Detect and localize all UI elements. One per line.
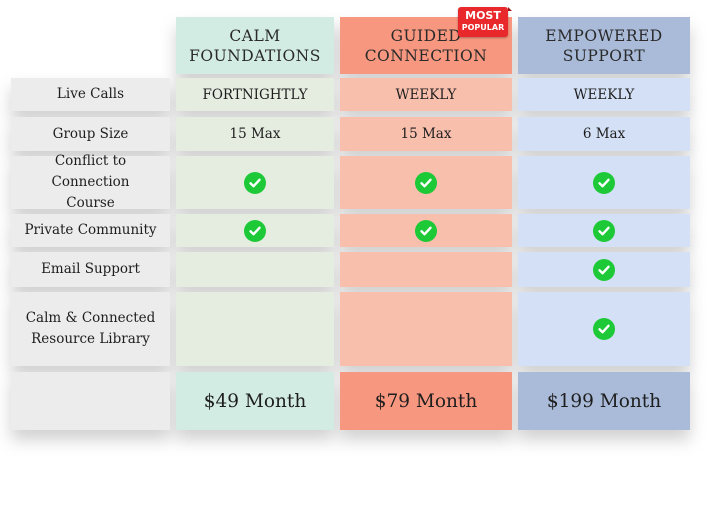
row-label-live-calls: Live Calls — [11, 78, 170, 111]
row-label-email-support: Email Support — [11, 252, 170, 287]
price-row-label-empty — [11, 372, 170, 430]
cell-live-calls-guided: WEEKLY — [340, 78, 512, 111]
row-label-group-size: Group Size — [11, 117, 170, 151]
cell-resource-library-calm — [176, 292, 334, 366]
cell-private-community-empowered — [518, 214, 690, 247]
badge-fold — [508, 7, 512, 11]
check-circle-icon — [593, 171, 615, 194]
check-circle-icon — [593, 258, 615, 281]
row-label-conflict-course: Conflict to Connection Course — [11, 153, 170, 211]
cell-resource-library-guided — [340, 292, 512, 366]
cell-conflict-course-calm — [176, 156, 334, 209]
check-circle-icon — [244, 171, 266, 194]
plan-header-empowered-support: EMPOWERED SUPPORT — [518, 17, 690, 74]
badge-line1: MOST — [465, 9, 501, 22]
cell-email-support-calm — [176, 252, 334, 287]
row-label-line2: Course — [66, 195, 115, 211]
check-circle-icon — [593, 318, 615, 340]
row-label-line1: Conflict to Connection — [51, 153, 130, 190]
cell-email-support-empowered — [518, 252, 690, 287]
badge-ribbon — [458, 7, 508, 37]
badge-line2: POPULAR — [461, 23, 505, 32]
check-circle-icon — [415, 219, 437, 242]
plan-name-line2: CONNECTION — [364, 46, 488, 65]
row-label-line1: Calm & Connected — [25, 310, 156, 326]
check-circle-icon — [593, 219, 615, 242]
plan-header-calm-foundations: CALM FOUNDATIONS — [176, 17, 334, 74]
plan-name-line1: GUIDED — [390, 26, 462, 45]
cell-private-community-guided — [340, 214, 512, 247]
plan-name-line2: FOUNDATIONS — [189, 46, 321, 65]
most-popular-badge: MOST POPULAR — [458, 7, 512, 41]
plan-name-line2: SUPPORT — [562, 46, 646, 65]
cell-group-size-empowered: 6 Max — [518, 117, 690, 151]
row-label-line2: Resource Library — [31, 331, 150, 347]
price-calm-foundations[interactable]: $49 Month — [176, 372, 334, 430]
row-label-resource-library: Calm & Connected Resource Library — [11, 292, 170, 366]
cell-group-size-calm: 15 Max — [176, 117, 334, 151]
cell-conflict-course-guided — [340, 156, 512, 209]
check-circle-icon — [244, 219, 266, 242]
cell-live-calls-empowered: WEEKLY — [518, 78, 690, 111]
plan-name-line1: EMPOWERED — [545, 26, 663, 45]
cell-conflict-course-empowered — [518, 156, 690, 209]
cell-group-size-guided: 15 Max — [340, 117, 512, 151]
cell-private-community-calm — [176, 214, 334, 247]
price-guided-connection[interactable]: $79 Month — [340, 372, 512, 430]
cell-live-calls-calm: FORTNIGHTLY — [176, 78, 334, 111]
cell-email-support-guided — [340, 252, 512, 287]
price-empowered-support[interactable]: $199 Month — [518, 372, 690, 430]
pricing-table: CALM FOUNDATIONS GUIDED CONNECTION EMPOW… — [11, 14, 690, 431]
cell-resource-library-empowered — [518, 292, 690, 366]
plan-name-line1: CALM — [229, 26, 281, 45]
check-circle-icon — [415, 171, 437, 194]
row-label-private-community: Private Community — [11, 214, 170, 247]
